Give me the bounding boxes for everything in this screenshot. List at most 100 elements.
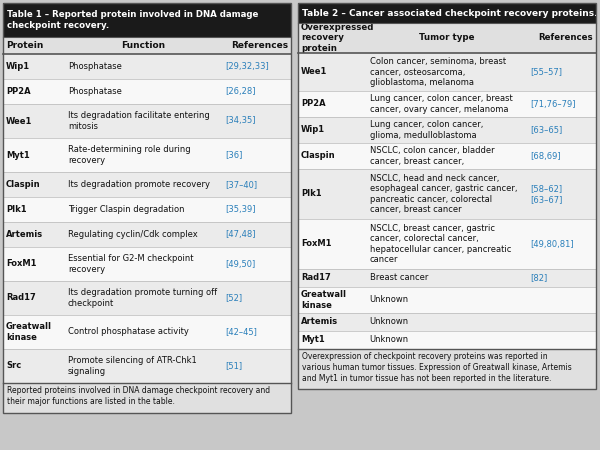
Text: Protein: Protein [6, 41, 43, 50]
Bar [3, 3, 291, 37]
Text: Its degradation promote recovery: Its degradation promote recovery [68, 180, 210, 189]
Bar [298, 23, 596, 53]
Bar [298, 3, 596, 23]
Text: Artemis: Artemis [6, 230, 43, 239]
Text: Rad17: Rad17 [6, 293, 36, 302]
Text: [42–45]: [42–45] [225, 328, 257, 337]
Bar [3, 222, 291, 247]
Bar [3, 197, 291, 222]
Text: [52]: [52] [225, 293, 242, 302]
Text: Overexpressed
recovery
protein: Overexpressed recovery protein [301, 23, 374, 53]
Text: Unknown: Unknown [370, 336, 409, 345]
Bar [298, 117, 596, 143]
Text: [49,80,81]: [49,80,81] [530, 239, 574, 248]
Text: [58–62]
[63–67]: [58–62] [63–67] [530, 184, 563, 204]
Text: Wee1: Wee1 [301, 68, 328, 76]
Bar [3, 172, 291, 197]
Bar [3, 3, 291, 413]
Text: Wip1: Wip1 [6, 62, 30, 71]
Text: Lung cancer, colon cancer, breast
cancer, ovary cancer, melanoma: Lung cancer, colon cancer, breast cancer… [370, 94, 512, 114]
Text: Myt1: Myt1 [6, 150, 30, 159]
Text: Unknown: Unknown [370, 296, 409, 305]
Bar [298, 91, 596, 117]
Text: Phosphatase: Phosphatase [68, 62, 122, 71]
Text: NSCLC, breast cancer, gastric
cancer, colorectal cancer,
hepatocellular cancer, : NSCLC, breast cancer, gastric cancer, co… [370, 224, 511, 264]
Text: Greatwall
kinase: Greatwall kinase [301, 290, 347, 310]
Text: Unknown: Unknown [370, 318, 409, 327]
Text: [71,76–79]: [71,76–79] [530, 99, 576, 108]
Bar [3, 247, 291, 281]
Text: Phosphatase: Phosphatase [68, 87, 122, 96]
Text: Regulating cyclin/Cdk complex: Regulating cyclin/Cdk complex [68, 230, 197, 239]
Text: Src: Src [6, 361, 21, 370]
Text: [34,35]: [34,35] [225, 117, 256, 126]
Text: Table 1 – Reported protein involved in DNA damage
checkpoint recovery.: Table 1 – Reported protein involved in D… [7, 10, 259, 30]
Text: Overexpression of checkpoint recovery proteins was reported in
various human tum: Overexpression of checkpoint recovery pr… [302, 352, 572, 383]
Text: [37–40]: [37–40] [225, 180, 257, 189]
Bar [3, 349, 291, 383]
Text: Control phosphatase activity: Control phosphatase activity [68, 328, 189, 337]
Text: Claspin: Claspin [301, 152, 335, 161]
Bar [3, 315, 291, 349]
Text: Wip1: Wip1 [301, 126, 325, 135]
Bar [298, 287, 596, 313]
Text: FoxM1: FoxM1 [301, 239, 331, 248]
Text: [63–65]: [63–65] [530, 126, 563, 135]
Text: Its degradation facilitate entering
mitosis: Its degradation facilitate entering mito… [68, 111, 209, 130]
Text: PP2A: PP2A [6, 87, 31, 96]
Bar [298, 331, 596, 349]
Text: [49,50]: [49,50] [225, 260, 255, 269]
Bar [298, 219, 596, 269]
Text: [47,48]: [47,48] [225, 230, 256, 239]
Text: Its degradation promote turning off
checkpoint: Its degradation promote turning off chec… [68, 288, 217, 308]
Text: Myt1: Myt1 [301, 336, 325, 345]
Bar [298, 313, 596, 331]
Bar [3, 383, 291, 413]
Text: [36]: [36] [225, 150, 242, 159]
Text: [29,32,33]: [29,32,33] [225, 62, 269, 71]
Bar [298, 53, 596, 91]
Text: FoxM1: FoxM1 [6, 260, 37, 269]
Bar [3, 37, 291, 54]
Text: Rad17: Rad17 [301, 274, 331, 283]
Text: Lung cancer, colon cancer,
glioma, medulloblastoma: Lung cancer, colon cancer, glioma, medul… [370, 120, 483, 140]
Text: Reported proteins involved in DNA damage checkpoint recovery and
their major fun: Reported proteins involved in DNA damage… [7, 386, 270, 406]
Text: Trigger Claspin degradation: Trigger Claspin degradation [68, 205, 184, 214]
Bar [298, 269, 596, 287]
Text: Colon cancer, seminoma, breast
cancer, osteosarcoma,
glioblastoma, melanoma: Colon cancer, seminoma, breast cancer, o… [370, 57, 506, 87]
Text: NSCLC, head and neck cancer,
esophageal cancer, gastric cancer,
pancreatic cance: NSCLC, head and neck cancer, esophageal … [370, 174, 517, 214]
Text: Breast cancer: Breast cancer [370, 274, 428, 283]
Text: References: References [538, 33, 593, 42]
Text: Tumor type: Tumor type [419, 33, 475, 42]
Text: Artemis: Artemis [301, 318, 338, 327]
Text: NSCLC, colon cancer, bladder
cancer, breast cancer,: NSCLC, colon cancer, bladder cancer, bre… [370, 146, 494, 166]
Text: [55–57]: [55–57] [530, 68, 562, 76]
Text: PP2A: PP2A [301, 99, 326, 108]
Bar [298, 169, 596, 219]
Text: [51]: [51] [225, 361, 242, 370]
Text: References: References [231, 41, 288, 50]
Bar [3, 54, 291, 79]
Bar [298, 3, 596, 389]
Text: [82]: [82] [530, 274, 548, 283]
Text: Greatwall
kinase: Greatwall kinase [6, 322, 52, 342]
Bar [3, 281, 291, 315]
Bar [298, 143, 596, 169]
Bar [3, 104, 291, 138]
Text: Claspin: Claspin [6, 180, 41, 189]
Text: Wee1: Wee1 [6, 117, 32, 126]
Text: Essential for G2-M checkpoint
recovery: Essential for G2-M checkpoint recovery [68, 254, 193, 274]
Text: Function: Function [121, 41, 166, 50]
Text: Table 2 – Cancer associated checkpoint recovery proteins.: Table 2 – Cancer associated checkpoint r… [302, 9, 598, 18]
Bar [298, 349, 596, 389]
Text: [35,39]: [35,39] [225, 205, 256, 214]
Bar [3, 138, 291, 172]
Text: Plk1: Plk1 [301, 189, 322, 198]
Text: [26,28]: [26,28] [225, 87, 256, 96]
Text: Plk1: Plk1 [6, 205, 26, 214]
Text: Promote silencing of ATR-Chk1
signaling: Promote silencing of ATR-Chk1 signaling [68, 356, 197, 376]
Text: [68,69]: [68,69] [530, 152, 561, 161]
Text: Rate-determining role during
recovery: Rate-determining role during recovery [68, 145, 191, 165]
Bar [3, 79, 291, 104]
